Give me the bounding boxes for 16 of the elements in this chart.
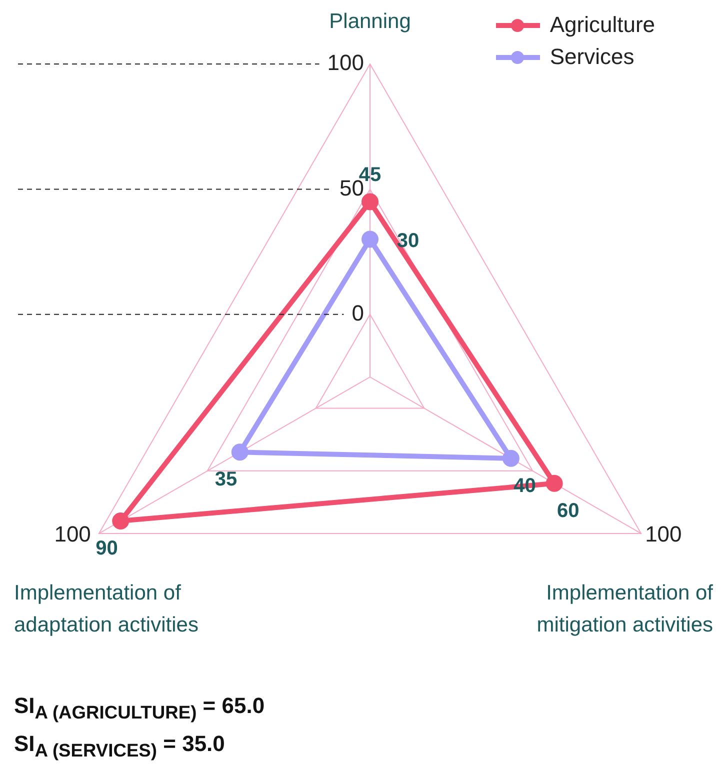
data-label: 60 — [557, 500, 580, 522]
spoke-label: Implementation of adaptation activities — [14, 581, 198, 636]
text: 100 — [645, 522, 682, 547]
legend-label: Agriculture — [550, 12, 655, 38]
spoke-label: Implementation of mitigation activities — [536, 581, 714, 636]
text: 100 — [54, 522, 91, 547]
data-label: 30 — [396, 230, 420, 252]
spoke-label: Planning — [329, 10, 411, 33]
y-tick-label: 0 — [352, 300, 364, 326]
data-label: 35 — [214, 468, 238, 491]
y-tick-label: 100 — [327, 50, 364, 76]
legend-label: Services — [550, 44, 634, 70]
data-label: 90 — [96, 537, 118, 560]
text: SI$_{A (AGRICULTURE)}$ = 65.0 — [14, 692, 266, 724]
data-label: 40 — [514, 474, 536, 497]
text: SI$_{A (SERVICES)}$ = 35.0 — [14, 730, 226, 763]
